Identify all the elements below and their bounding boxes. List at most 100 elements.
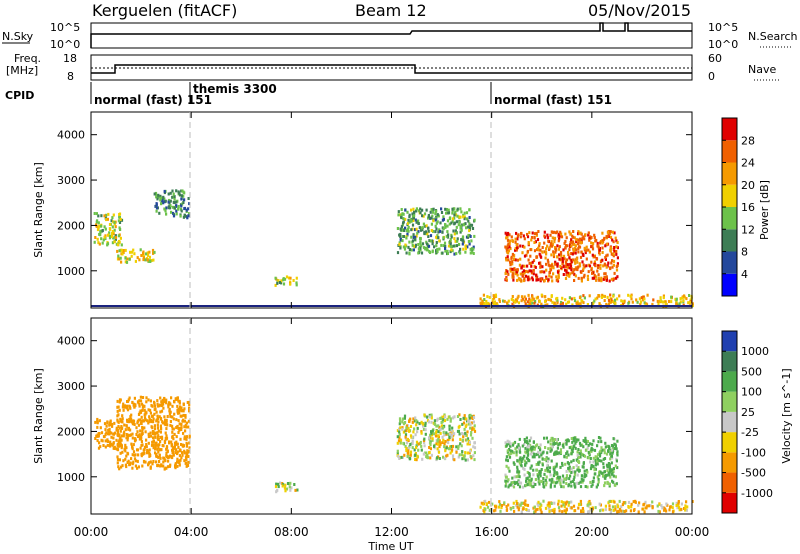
velocity-echo-cell bbox=[157, 420, 160, 424]
velocity-echo-cell bbox=[571, 440, 574, 444]
velocity-echo-cell bbox=[547, 457, 550, 461]
velocity-echo-cell bbox=[150, 403, 153, 407]
power-echo-cell bbox=[601, 293, 604, 297]
power-echo-cell bbox=[408, 240, 411, 244]
velocity-echo-cell bbox=[141, 452, 144, 456]
velocity-echo-cell bbox=[504, 441, 507, 445]
velocity-echo-cell bbox=[573, 472, 577, 476]
power-echo-cell bbox=[124, 256, 127, 260]
velocity-echo-cell bbox=[610, 454, 613, 458]
velocity-echo-cell bbox=[552, 439, 555, 443]
power-echo-cell bbox=[405, 236, 408, 240]
power-echo-cell bbox=[575, 267, 578, 271]
velocity-echo-cell bbox=[173, 441, 177, 445]
velocity-echo-cell bbox=[131, 401, 134, 404]
power-echo-cell bbox=[582, 301, 585, 305]
power-echo-cell bbox=[555, 278, 558, 282]
velocity-echo-cell bbox=[429, 447, 432, 451]
power-echo-cell bbox=[405, 229, 408, 233]
power-echo-cell bbox=[95, 212, 98, 216]
velocity-echo-cell bbox=[171, 427, 174, 431]
velocity-echo-cell bbox=[428, 415, 432, 419]
power-echo-cell bbox=[509, 239, 512, 243]
power-ytick-label: 2000 bbox=[57, 219, 85, 232]
power-echo-cell bbox=[410, 248, 413, 252]
velocity-echo-cell bbox=[604, 445, 607, 449]
power-echo-cell bbox=[100, 224, 103, 228]
power-echo-cell bbox=[612, 294, 615, 298]
velocity-echo-cell bbox=[140, 419, 143, 423]
velocity-echo-cell bbox=[409, 453, 412, 457]
velocity-echo-cell bbox=[116, 414, 119, 418]
velocity-echo-cell bbox=[538, 460, 541, 464]
velocity-echo-cell bbox=[594, 506, 597, 510]
velocity-echo-cell bbox=[509, 444, 512, 448]
velocity-echo-cell bbox=[568, 501, 571, 505]
velocity-echo-cell bbox=[185, 444, 188, 448]
velocity-echo-cell bbox=[574, 446, 577, 450]
velocity-colorbar-tick-label: 100 bbox=[741, 386, 762, 399]
velocity-echo-cell bbox=[543, 485, 546, 489]
power-echo-cell bbox=[180, 197, 183, 201]
power-echo-cell bbox=[486, 302, 489, 306]
power-echo-cell bbox=[454, 239, 457, 243]
velocity-echo-cell bbox=[122, 402, 125, 406]
power-echo-cell bbox=[153, 250, 156, 254]
velocity-echo-cell bbox=[154, 445, 157, 449]
velocity-echo-cell bbox=[597, 477, 600, 481]
velocity-echo-cell bbox=[529, 452, 532, 456]
velocity-echo-cell bbox=[604, 504, 607, 508]
velocity-echo-cell bbox=[641, 507, 644, 511]
velocity-echo-cell bbox=[160, 427, 163, 431]
velocity-echo-cell bbox=[139, 446, 142, 450]
power-echo-cell bbox=[605, 235, 608, 239]
power-echo-cell bbox=[436, 250, 439, 254]
power-echo-cell bbox=[422, 246, 426, 250]
velocity-echo-cell bbox=[553, 469, 556, 473]
power-echo-cell bbox=[471, 250, 474, 254]
power-echo-cell bbox=[442, 227, 445, 231]
velocity-echo-cell bbox=[537, 461, 540, 465]
velocity-echo-cell bbox=[559, 448, 562, 452]
velocity-echo-cell bbox=[572, 470, 575, 474]
power-echo-cell bbox=[508, 233, 511, 237]
power-echo-cell bbox=[561, 261, 564, 265]
velocity-echo-cell bbox=[188, 441, 191, 445]
power-echo-cell bbox=[509, 260, 512, 264]
power-echo-cell bbox=[430, 222, 433, 226]
power-echo-cell bbox=[565, 268, 568, 272]
x-tick-label: 00:00 bbox=[675, 525, 710, 539]
velocity-echo-cell bbox=[572, 504, 576, 508]
power-echo-cell bbox=[169, 204, 172, 208]
velocity-echo-cell bbox=[543, 436, 546, 440]
power-echo-cell bbox=[157, 193, 160, 197]
power-echo-cell bbox=[519, 244, 522, 248]
power-echo-cell bbox=[468, 225, 471, 229]
power-echo-cell bbox=[560, 254, 563, 258]
velocity-echo-cell bbox=[435, 431, 438, 435]
power-echo-cell bbox=[120, 248, 123, 252]
velocity-echo-cell bbox=[131, 432, 134, 436]
velocity-echo-cell bbox=[472, 420, 475, 424]
power-echo-cell bbox=[506, 244, 509, 248]
power-echo-cell bbox=[448, 222, 451, 226]
power-echo-cell bbox=[425, 230, 428, 234]
power-echo-cell bbox=[521, 264, 524, 268]
velocity-echo-cell bbox=[166, 465, 170, 469]
velocity-echo-cell bbox=[428, 436, 431, 440]
power-echo-cell bbox=[180, 194, 183, 198]
power-echo-cell bbox=[124, 260, 127, 264]
power-echo-cell bbox=[528, 231, 531, 235]
power-echo-cell bbox=[588, 264, 592, 268]
power-echo-cell bbox=[412, 248, 415, 252]
velocity-echo-cell bbox=[596, 453, 600, 457]
velocity-colorbar-swatch bbox=[722, 411, 737, 433]
power-echo-cell bbox=[430, 216, 433, 220]
velocity-echo-cell bbox=[594, 455, 597, 459]
velocity-echo-cell bbox=[523, 438, 526, 441]
power-echo-cell bbox=[602, 237, 606, 241]
velocity-echo-cell bbox=[294, 488, 297, 492]
velocity-echo-cell bbox=[94, 437, 97, 440]
velocity-echo-cell bbox=[449, 419, 452, 423]
power-echo-cell bbox=[537, 248, 540, 252]
